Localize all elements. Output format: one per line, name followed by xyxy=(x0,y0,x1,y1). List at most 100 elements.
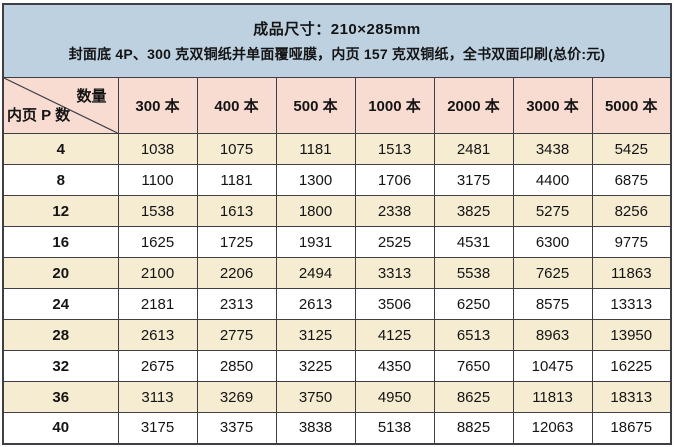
price-cell: 1513 xyxy=(354,133,435,165)
row-pages-label: 24 xyxy=(2,288,119,320)
row-pages-label: 20 xyxy=(2,257,119,289)
price-cell: 1625 xyxy=(117,226,198,258)
price-cell: 4531 xyxy=(433,226,514,258)
row-pages-label: 8 xyxy=(2,164,119,196)
price-cell: 2313 xyxy=(196,288,277,320)
price-cell: 2100 xyxy=(117,257,198,289)
price-cell: 18675 xyxy=(591,412,672,444)
price-cell: 5425 xyxy=(591,133,672,165)
price-cell: 16225 xyxy=(591,350,672,382)
price-cell: 4950 xyxy=(354,381,435,413)
price-cell: 2494 xyxy=(275,257,356,289)
table-row: 8 1100 1181 1300 1706 3175 4400 6875 xyxy=(2,164,672,196)
table-row: 16 1625 1725 1931 2525 4531 6300 9775 xyxy=(2,226,672,258)
price-cell: 1931 xyxy=(275,226,356,258)
table-row: 32 2675 2850 3225 4350 7650 10475 16225 xyxy=(2,350,672,382)
price-cell: 8625 xyxy=(433,381,514,413)
row-pages-label: 4 xyxy=(2,133,119,165)
price-cell: 2675 xyxy=(117,350,198,382)
column-header-2000: 2000 本 xyxy=(433,77,514,134)
row-pages-label: 32 xyxy=(2,350,119,382)
price-table: 成品尺寸：210×285mm 封面底 4P、300 克双铜纸并单面覆哑膜，内页 … xyxy=(2,3,672,445)
price-cell: 1706 xyxy=(354,164,435,196)
column-header-1000: 1000 本 xyxy=(354,77,435,134)
price-cell: 2775 xyxy=(196,319,277,351)
price-cell: 18313 xyxy=(591,381,672,413)
price-cell: 6250 xyxy=(433,288,514,320)
row-pages-label: 12 xyxy=(2,195,119,227)
price-cell: 3313 xyxy=(354,257,435,289)
price-cell: 8256 xyxy=(591,195,672,227)
table-row: 36 3113 3269 3750 4950 8625 11813 18313 xyxy=(2,381,672,413)
price-cell: 1725 xyxy=(196,226,277,258)
paper-spec-subtitle: 封面底 4P、300 克双铜纸并单面覆哑膜，内页 157 克双铜纸，全书双面印刷… xyxy=(68,46,606,62)
price-cell: 7650 xyxy=(433,350,514,382)
table-row: 24 2181 2313 2613 3506 6250 8575 13313 xyxy=(2,288,672,320)
price-cell: 5538 xyxy=(433,257,514,289)
price-cell: 8963 xyxy=(512,319,593,351)
price-cell: 2525 xyxy=(354,226,435,258)
price-cell: 8575 xyxy=(512,288,593,320)
price-cell: 7625 xyxy=(512,257,593,289)
price-cell: 3750 xyxy=(275,381,356,413)
price-cell: 1100 xyxy=(117,164,198,196)
price-cell: 2613 xyxy=(117,319,198,351)
price-cell: 2338 xyxy=(354,195,435,227)
price-cell: 12063 xyxy=(512,412,593,444)
price-cell: 3225 xyxy=(275,350,356,382)
price-cell: 3838 xyxy=(275,412,356,444)
price-cell: 1538 xyxy=(117,195,198,227)
corner-quantity-label: 数量 xyxy=(76,88,107,105)
price-cell: 5275 xyxy=(512,195,593,227)
price-cell: 10475 xyxy=(512,350,593,382)
table-row: 4 1038 1075 1181 1513 2481 3438 5425 xyxy=(2,133,672,165)
price-cell: 1181 xyxy=(196,164,277,196)
price-cell: 2481 xyxy=(433,133,514,165)
price-cell: 4400 xyxy=(512,164,593,196)
price-cell: 8825 xyxy=(433,412,514,444)
price-cell: 1038 xyxy=(117,133,198,165)
price-cell: 13950 xyxy=(591,319,672,351)
price-cell: 6300 xyxy=(512,226,593,258)
price-cell: 3506 xyxy=(354,288,435,320)
price-cell: 4350 xyxy=(354,350,435,382)
table-row: 12 1538 1613 1800 2338 3825 5275 8256 xyxy=(2,195,672,227)
table-row: 40 3175 3375 3838 5138 8825 12063 18675 xyxy=(2,412,672,444)
price-cell: 3113 xyxy=(117,381,198,413)
column-header-300: 300 本 xyxy=(117,77,198,134)
price-cell: 3269 xyxy=(196,381,277,413)
corner-header-cell: 数量 内页 P 数 xyxy=(2,77,119,134)
price-cell: 3825 xyxy=(433,195,514,227)
price-cell: 3175 xyxy=(117,412,198,444)
row-pages-label: 28 xyxy=(2,319,119,351)
price-cell: 2181 xyxy=(117,288,198,320)
price-cell: 6513 xyxy=(433,319,514,351)
price-cell: 1075 xyxy=(196,133,277,165)
table-row: 20 2100 2206 2494 3313 5538 7625 11863 xyxy=(2,257,672,289)
price-cell: 3375 xyxy=(196,412,277,444)
price-cell: 1613 xyxy=(196,195,277,227)
row-pages-label: 16 xyxy=(2,226,119,258)
price-cell: 11863 xyxy=(591,257,672,289)
column-header-500: 500 本 xyxy=(275,77,356,134)
corner-pages-label: 内页 P 数 xyxy=(7,107,71,124)
price-cell: 1181 xyxy=(275,133,356,165)
price-cell: 2850 xyxy=(196,350,277,382)
price-cell: 11813 xyxy=(512,381,593,413)
row-pages-label: 40 xyxy=(2,412,119,444)
column-header-5000: 5000 本 xyxy=(591,77,672,134)
price-cell: 2613 xyxy=(275,288,356,320)
price-cell: 3125 xyxy=(275,319,356,351)
price-cell: 3175 xyxy=(433,164,514,196)
table-row: 28 2613 2775 3125 4125 6513 8963 13950 xyxy=(2,319,672,351)
price-cell: 2206 xyxy=(196,257,277,289)
column-header-400: 400 本 xyxy=(196,77,277,134)
price-cell: 4125 xyxy=(354,319,435,351)
price-cell: 6875 xyxy=(591,164,672,196)
price-cell: 1800 xyxy=(275,195,356,227)
price-cell: 9775 xyxy=(591,226,672,258)
price-cell: 13313 xyxy=(591,288,672,320)
price-cell: 5138 xyxy=(354,412,435,444)
size-spec-title: 成品尺寸：210×285mm xyxy=(253,21,421,38)
